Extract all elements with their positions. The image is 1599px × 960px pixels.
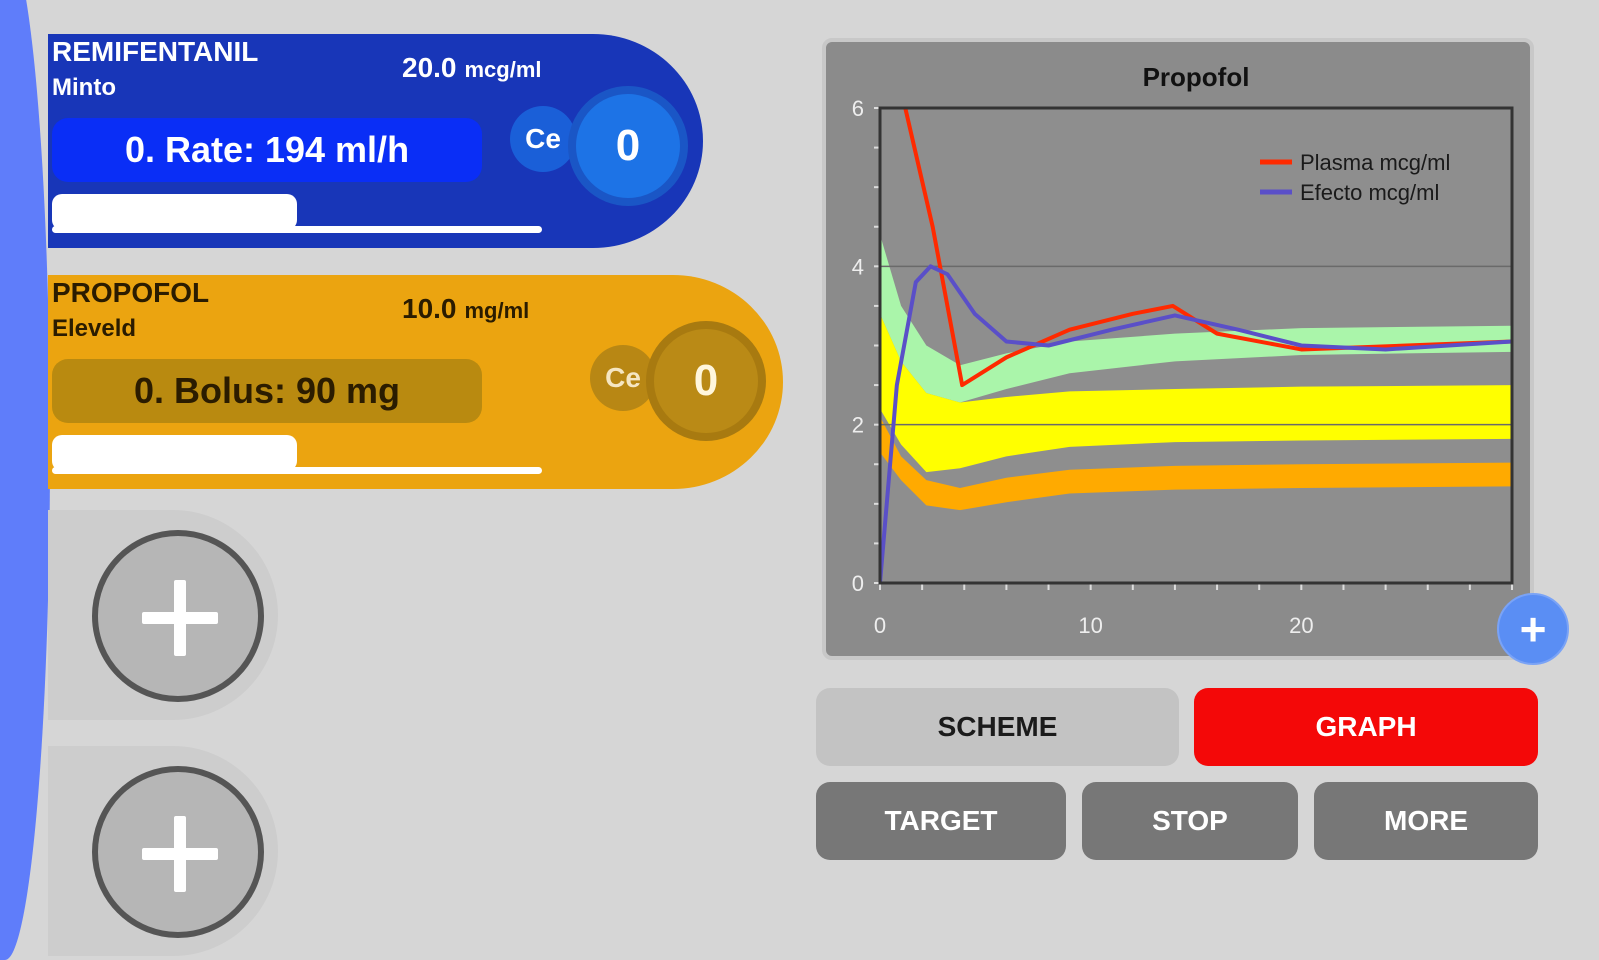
concentration-value: 20.0 bbox=[402, 52, 457, 83]
y-tick-label-4: 4 bbox=[852, 254, 864, 279]
more-button[interactable]: MORE bbox=[1314, 782, 1538, 860]
bolus-display[interactable]: 0. Bolus: 90 mg bbox=[52, 359, 482, 423]
drug-card-remifentanil[interactable]: REMIFENTANIL Minto 20.0 mcg/ml 0. Rate: 1… bbox=[48, 34, 703, 248]
add-drug-button-2[interactable] bbox=[92, 766, 264, 938]
drug-model: Eleveld bbox=[52, 315, 137, 342]
ce-label: Ce bbox=[590, 345, 656, 411]
drug-concentration: 20.0 mcg/ml bbox=[402, 52, 542, 84]
stop-button[interactable]: STOP bbox=[1082, 782, 1298, 860]
y-tick-label-0: 0 bbox=[852, 571, 864, 596]
ce-value[interactable]: 0 bbox=[568, 86, 688, 206]
progress-track bbox=[52, 226, 542, 233]
plus-icon-vertical bbox=[174, 816, 186, 892]
drug-concentration: 10.0 mg/ml bbox=[402, 293, 529, 325]
plot-frame bbox=[878, 106, 1514, 585]
chart-title: Propofol bbox=[1143, 62, 1250, 92]
target-band-2 bbox=[880, 416, 1512, 511]
target-button[interactable]: TARGET bbox=[816, 782, 1066, 860]
legend-label-1: Efecto mcg/ml bbox=[1300, 180, 1439, 205]
infusion-rate-display[interactable]: 0. Rate: 194 ml/h bbox=[52, 118, 482, 182]
plus-icon-vertical bbox=[174, 580, 186, 656]
concentration-value: 10.0 bbox=[402, 293, 457, 324]
ce-value[interactable]: 0 bbox=[646, 321, 766, 441]
graph-button[interactable]: GRAPH bbox=[1194, 688, 1538, 766]
legend-label-0: Plasma mcg/ml bbox=[1300, 150, 1450, 175]
target-band-1 bbox=[880, 313, 1512, 473]
series-line-1 bbox=[880, 264, 1512, 583]
y-tick-label-2: 2 bbox=[852, 413, 864, 438]
concentration-unit: mcg/ml bbox=[464, 57, 542, 82]
concentration-unit: mg/ml bbox=[464, 298, 530, 323]
chart-panel: Propofol 0 2 4 6 0 10 20 Plasma mcg/ml Efecto mcg… bbox=[822, 38, 1534, 660]
drug-card-propofol[interactable]: PROPOFOL Eleveld 10.0 mg/ml 0. Bolus: 90 … bbox=[48, 275, 783, 489]
add-drug-slot-2 bbox=[48, 746, 278, 956]
ce-label: Ce bbox=[510, 106, 576, 172]
drug-name: PROPOFOL bbox=[52, 277, 210, 308]
x-tick-label-10: 10 bbox=[1078, 613, 1102, 638]
x-tick-label-0: 0 bbox=[874, 613, 886, 638]
progress-bar bbox=[52, 435, 297, 471]
progress-bar bbox=[52, 194, 297, 230]
progress-track bbox=[52, 467, 542, 474]
drug-name: REMIFENTANIL bbox=[52, 36, 259, 67]
drug-model: Minto bbox=[52, 74, 116, 101]
left-edge-decoration bbox=[0, 0, 50, 960]
chart-add-button[interactable]: + bbox=[1497, 593, 1569, 665]
y-tick-label-6: 6 bbox=[852, 96, 864, 121]
target-band-0 bbox=[880, 234, 1512, 403]
add-drug-button-1[interactable] bbox=[92, 530, 264, 702]
add-drug-slot-1 bbox=[48, 510, 278, 720]
concentration-chart: Propofol 0 2 4 6 0 10 20 Plasma mcg/ml Efecto mcg… bbox=[852, 62, 1514, 638]
scheme-button[interactable]: SCHEME bbox=[816, 688, 1179, 766]
x-tick-label-20: 20 bbox=[1289, 613, 1313, 638]
